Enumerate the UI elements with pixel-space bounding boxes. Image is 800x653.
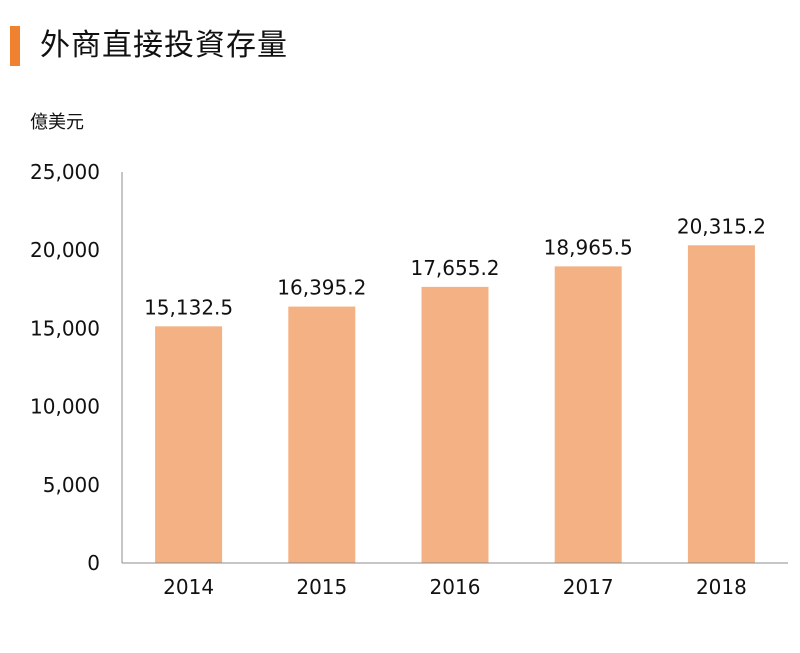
bar-2014 (155, 326, 223, 563)
x-axis-ticks: 2014 2015 2016 2017 2018 (163, 575, 747, 599)
value-label-2018: 20,315.2 (677, 214, 766, 238)
y-tick-label: 25,000 (30, 160, 100, 184)
value-label-2014: 15,132.5 (144, 295, 233, 319)
y-tick-label: 15,000 (30, 316, 100, 340)
bar-2017 (554, 266, 622, 563)
value-label-2015: 16,395.2 (277, 276, 366, 300)
title-accent-bar (10, 26, 20, 66)
x-tick-label-2015: 2015 (296, 575, 347, 599)
value-label-2017: 18,965.5 (544, 235, 633, 259)
chart-title: 外商直接投資存量 (40, 28, 288, 63)
y-tick-label: 0 (87, 551, 100, 575)
bar-2015 (288, 306, 356, 563)
x-tick-label-2016: 2016 (430, 575, 481, 599)
y-tick-label: 5,000 (43, 473, 100, 497)
chart-background (0, 92, 800, 653)
value-label-2016: 17,655.2 (410, 256, 499, 280)
y-tick-label: 20,000 (30, 238, 100, 262)
x-tick-label-2014: 2014 (163, 575, 214, 599)
x-tick-label-2017: 2017 (563, 575, 614, 599)
bars-group (155, 245, 755, 564)
bar-2016 (421, 286, 489, 563)
value-labels-group: 15,132.5 16,395.2 17,655.2 18,965.5 20,315.2 (144, 214, 766, 319)
y-axis-ticks: 0 5,000 10,000 15,000 20,000 25,000 (30, 160, 100, 575)
y-axis-unit-label: 億美元 (30, 112, 84, 133)
x-tick-label-2018: 2018 (696, 575, 747, 599)
y-tick-label: 10,000 (30, 395, 100, 419)
chart-header: 外商直接投資存量 (0, 0, 800, 92)
bar-2018 (687, 245, 755, 564)
